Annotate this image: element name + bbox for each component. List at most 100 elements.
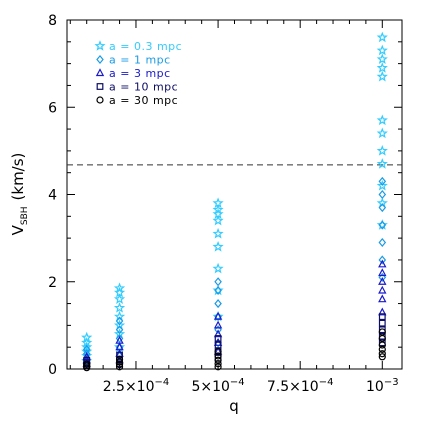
data-point (376, 197, 388, 208)
y-axis-label-unit: (km/s) (9, 153, 27, 201)
data-point (378, 307, 387, 316)
data-point (378, 285, 387, 294)
data-point (214, 352, 222, 360)
legend-marker (96, 96, 104, 104)
legend-entry: a = 10 mpc (96, 81, 178, 94)
data-point (212, 284, 224, 296)
data-point (378, 328, 386, 336)
data-point (378, 294, 387, 303)
data-point (213, 311, 223, 320)
data-point (376, 179, 388, 191)
legend-entry: a = 3 mpc (95, 67, 171, 80)
series-4 (83, 328, 386, 372)
data-point (214, 312, 222, 322)
data-point (214, 347, 222, 356)
series-2 (82, 259, 387, 367)
data-point (376, 70, 388, 82)
data-point (378, 176, 387, 186)
data-point (212, 208, 224, 219)
series-3 (83, 313, 386, 369)
x-tick-label: 7.5×10−4 (267, 377, 334, 395)
data-point (214, 356, 222, 364)
data-point (376, 62, 388, 73)
data-point (214, 360, 222, 368)
data-point (212, 197, 224, 208)
x-tick-label: 2.5×10−4 (103, 377, 170, 395)
y-tick-label: 4 (48, 188, 57, 204)
data-point (212, 203, 224, 215)
y-tick-label: 0 (48, 362, 57, 378)
legend-label: a = 0.3 mpc (109, 40, 182, 53)
data-point (212, 240, 224, 252)
data-point (378, 189, 387, 200)
data-point (378, 255, 387, 265)
data-point (378, 203, 387, 213)
data-point (115, 342, 124, 351)
data-point (378, 259, 387, 268)
data-point (82, 352, 91, 360)
data-point (378, 341, 386, 349)
data-point (214, 335, 222, 342)
data-point (115, 355, 124, 364)
legend-entry: a = 30 mpc (96, 94, 178, 107)
data-point (213, 329, 223, 338)
data-point (212, 227, 224, 239)
data-point (113, 302, 126, 313)
data-point (378, 345, 386, 353)
y-axis-label-sub: SBH (20, 206, 30, 225)
data-point (214, 285, 222, 296)
data-point (115, 358, 124, 366)
data-point (113, 319, 126, 331)
data-point (83, 360, 91, 368)
legend-label: a = 10 mpc (109, 81, 178, 94)
data-point (376, 44, 388, 56)
data-point (376, 219, 388, 230)
data-point (81, 331, 93, 343)
data-point (376, 53, 388, 65)
data-point (212, 262, 224, 274)
data-point (378, 319, 386, 327)
data-point (214, 325, 222, 335)
data-point (378, 353, 386, 361)
data-point (376, 158, 388, 169)
data-point (378, 276, 387, 285)
x-axis-label: q (229, 397, 239, 415)
legend-marker (95, 68, 105, 77)
legend-marker (96, 54, 104, 65)
data-point (214, 341, 222, 349)
x-tick-label: 5×10−4 (191, 377, 244, 395)
x-tick-label: 10−3 (366, 377, 399, 395)
data-point (113, 282, 126, 294)
data-point (376, 114, 388, 126)
data-point (116, 351, 123, 359)
legend-label: a = 30 mpc (109, 94, 178, 107)
data-point (378, 272, 387, 282)
data-point (113, 293, 126, 304)
legend-label: a = 3 mpc (109, 67, 171, 80)
data-point (115, 333, 124, 343)
data-point (115, 363, 124, 371)
data-point (214, 299, 222, 309)
data-point (378, 237, 387, 248)
data-point (212, 310, 224, 322)
data-point (378, 350, 386, 358)
data-point (376, 145, 388, 156)
legend-marker (96, 83, 104, 90)
y-axis-label-main: V (9, 224, 27, 235)
series-1 (82, 176, 387, 367)
data-point (113, 286, 126, 298)
data-point (115, 361, 124, 369)
data-point (213, 320, 223, 329)
legend-label: a = 1 mpc (109, 54, 171, 67)
data-point (81, 341, 93, 352)
data-point (214, 277, 222, 287)
y-tick-label: 8 (48, 13, 57, 29)
data-point (115, 335, 124, 344)
data-point (115, 325, 124, 335)
legend-entry: a = 0.3 mpc (94, 40, 182, 53)
y-tick-label: 6 (48, 100, 57, 116)
data-point (378, 220, 387, 230)
data-point (378, 268, 387, 277)
